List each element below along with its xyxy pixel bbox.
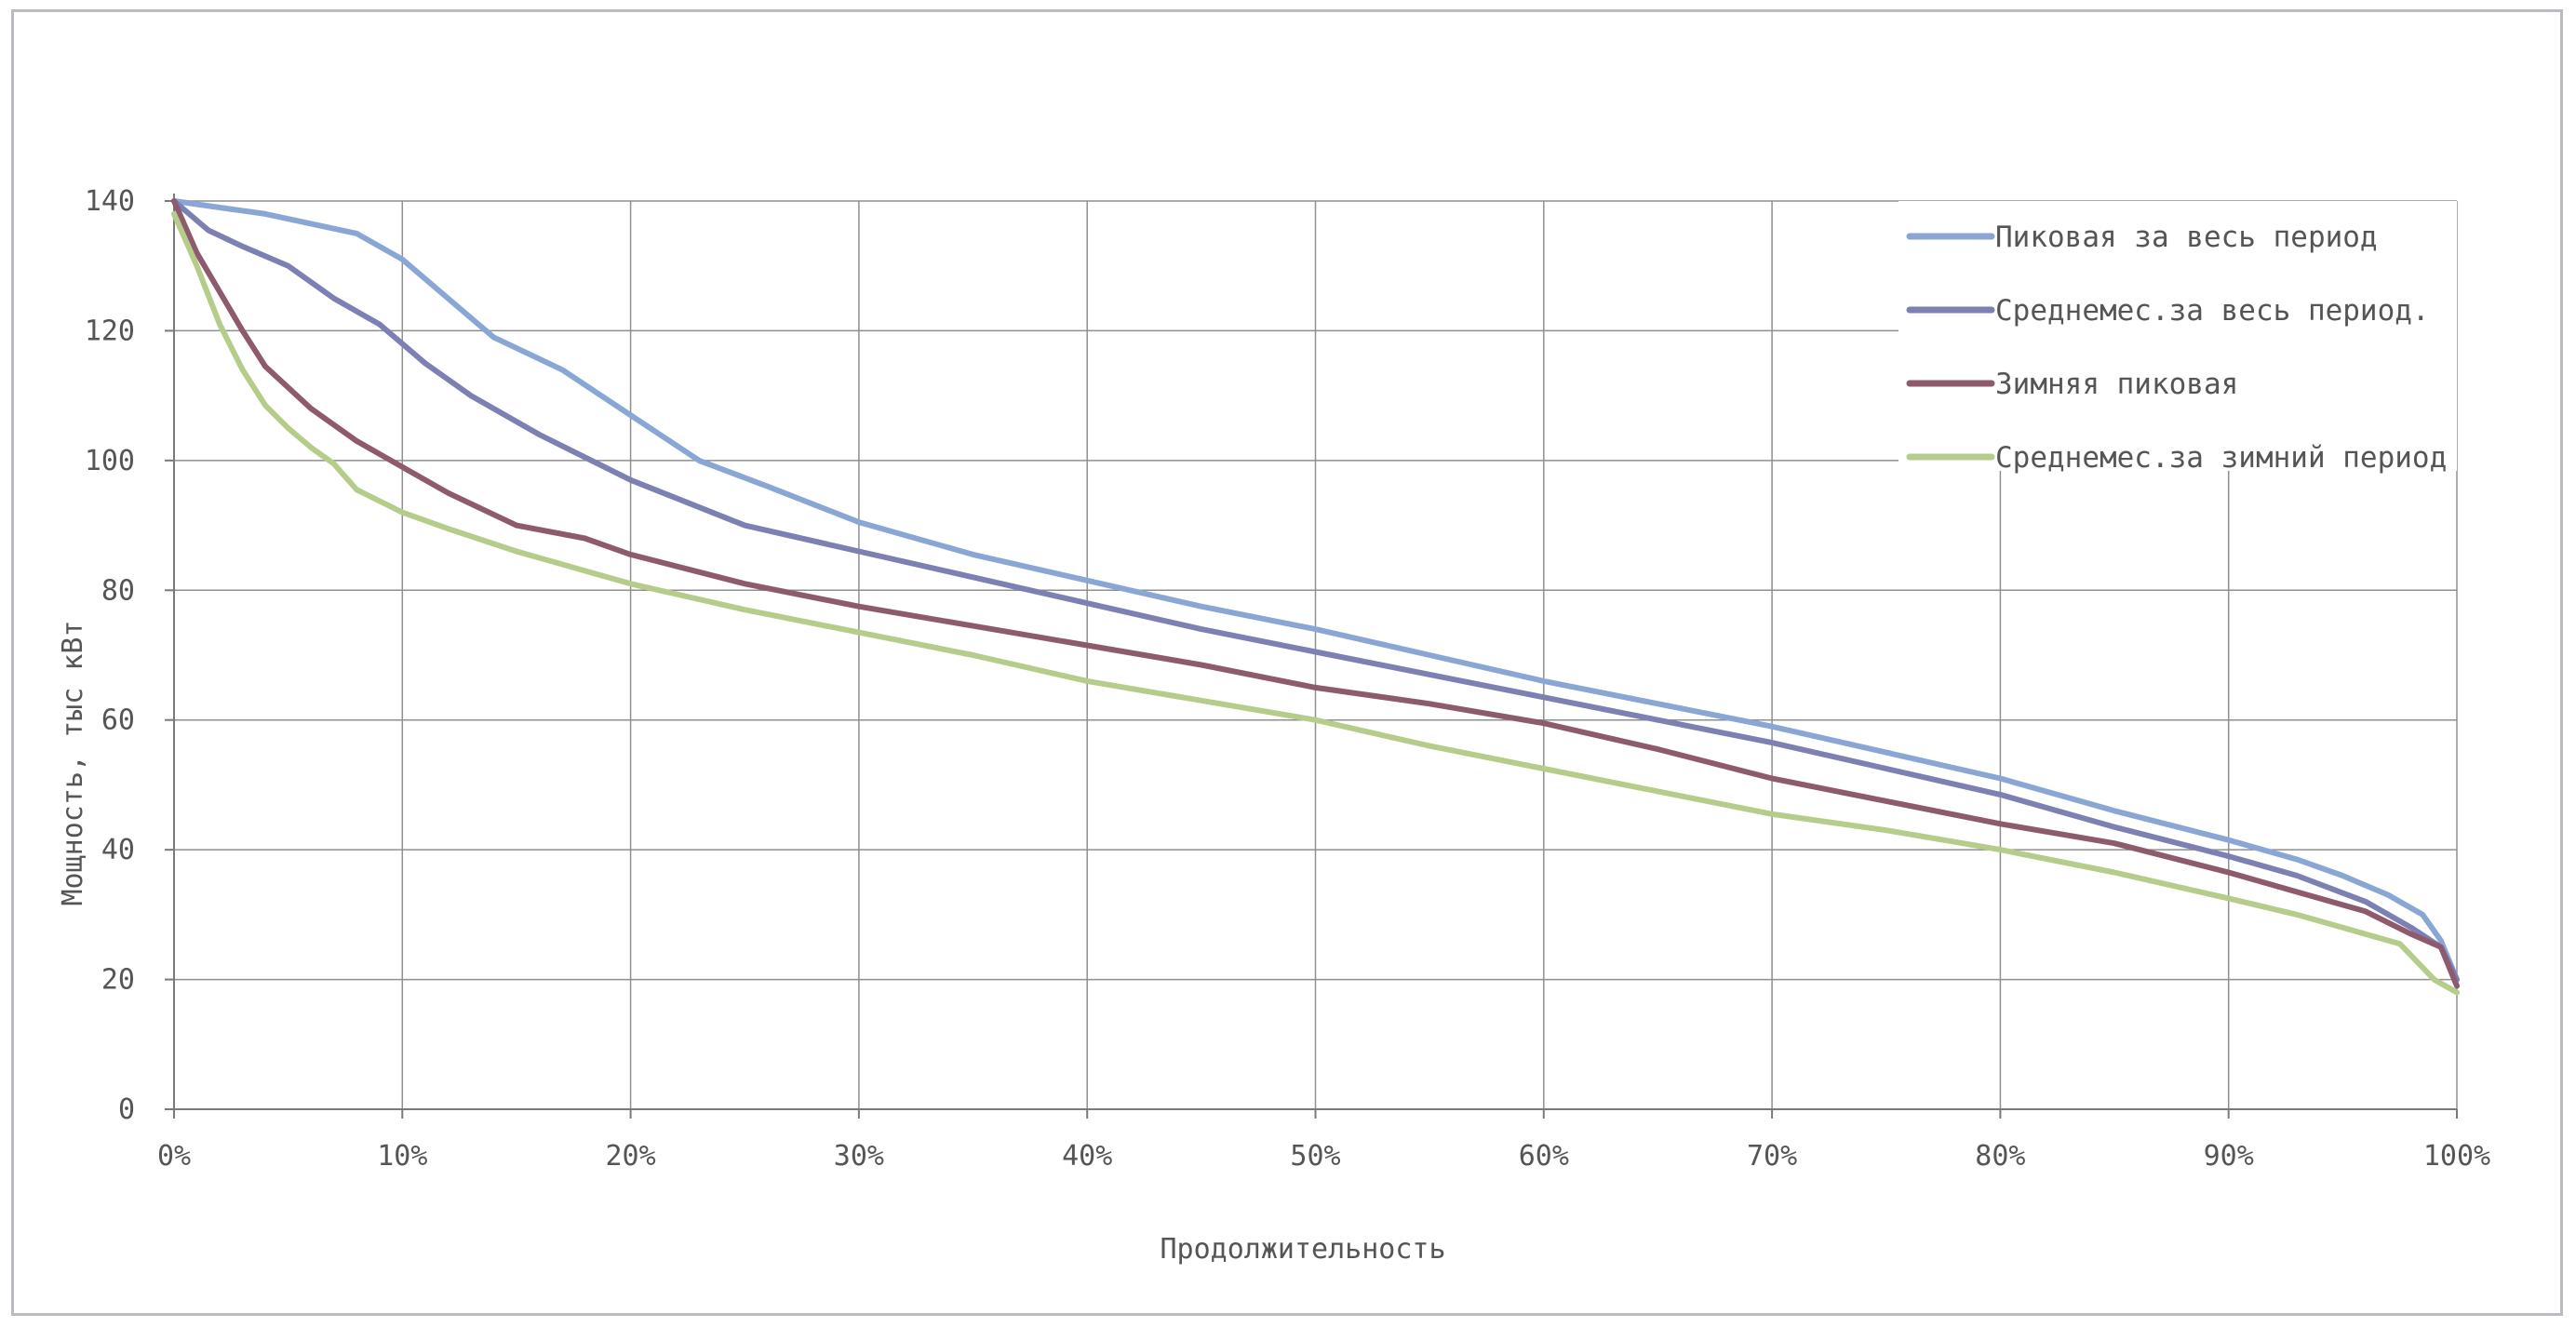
x-tick-label: 100% bbox=[2423, 1140, 2490, 1173]
y-tick-label: 120 bbox=[85, 315, 135, 347]
y-tick-label: 40 bbox=[101, 834, 135, 866]
series-line-2 bbox=[171, 198, 2460, 983]
legend-background bbox=[1898, 201, 2457, 471]
y-tick-label: 80 bbox=[101, 574, 135, 607]
legend-label: Зимняя пиковая bbox=[1995, 368, 2238, 401]
series-line-4 bbox=[171, 210, 2460, 996]
series-line-3 bbox=[171, 198, 2460, 989]
legend-label: Пиковая за весь период bbox=[1995, 221, 2378, 254]
x-tick-label: 10% bbox=[377, 1140, 427, 1173]
x-tick-label: 70% bbox=[1747, 1140, 1797, 1173]
axes: 0 20 40 60 80 100 120 140 0% 10% 20% 30% 40% 50% 60% 70… bbox=[85, 185, 2490, 1173]
y-tick-label: 0 bbox=[118, 1093, 135, 1126]
y-axis-title: Мощность, тыс кВт bbox=[57, 620, 89, 905]
x-axis-title: Продолжительность bbox=[1160, 1233, 1445, 1266]
y-tick-label: 140 bbox=[85, 185, 135, 218]
x-tick-label: 50% bbox=[1290, 1140, 1340, 1173]
legend-label: Среднемес.за зимний период bbox=[1995, 441, 2447, 475]
x-tick-label: 60% bbox=[1519, 1140, 1569, 1173]
x-tick-label: 90% bbox=[2204, 1140, 2254, 1173]
x-tick-label: 40% bbox=[1062, 1140, 1112, 1173]
series-line-1 bbox=[171, 198, 2460, 983]
series-lines bbox=[171, 198, 2460, 996]
legend-label: Среднемес.за весь период. bbox=[1995, 294, 2430, 328]
x-tick-label: 20% bbox=[606, 1140, 656, 1173]
y-tick-label: 20 bbox=[101, 964, 135, 997]
y-tick-label: 60 bbox=[101, 704, 135, 737]
x-tick-label: 30% bbox=[834, 1140, 884, 1173]
legend: Пиковая за весь период Среднемес.за весь … bbox=[1898, 201, 2457, 475]
x-tick-label: 0% bbox=[157, 1140, 191, 1173]
x-tick-label: 80% bbox=[1975, 1140, 2025, 1173]
y-tick-label: 100 bbox=[85, 445, 135, 477]
